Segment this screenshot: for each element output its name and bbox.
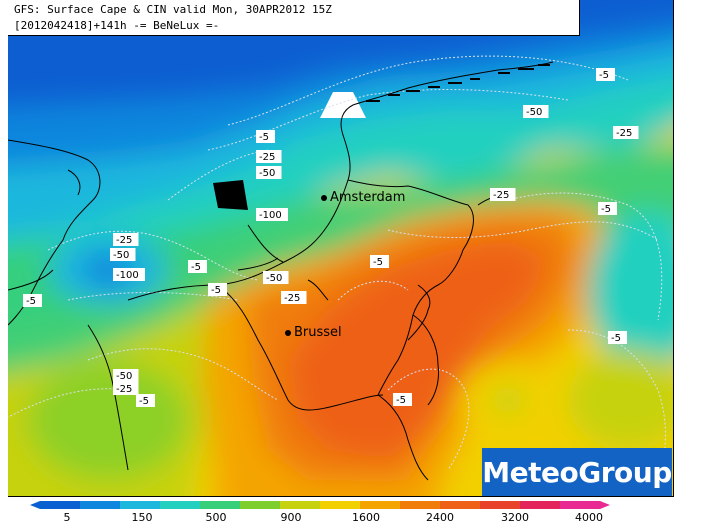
legend-tick-label: 500	[205, 511, 227, 524]
legend-tick-label: 5	[63, 511, 71, 524]
logo-text: MeteoGroup	[482, 455, 672, 489]
contour-label-bg	[23, 294, 42, 307]
legend-tick-label: 4000	[575, 511, 603, 524]
contour-label: -25	[616, 128, 632, 139]
contour-label: -5	[599, 70, 609, 81]
contour-label-bg	[188, 260, 207, 273]
contour-label: -25	[493, 190, 509, 201]
contour-label-bg	[113, 233, 139, 246]
contour-label: -5	[211, 285, 221, 296]
contour-label: -50	[113, 250, 129, 261]
contour-label-bg	[523, 105, 549, 118]
contour-label: -25	[259, 152, 275, 163]
contour-label: -5	[259, 132, 269, 143]
contour-label: -5	[139, 396, 149, 407]
contour-label-bg	[113, 382, 139, 395]
contour-label-bg	[256, 150, 282, 163]
legend-tick-label: 150	[131, 511, 153, 524]
legend-high-arrow	[600, 501, 610, 509]
contour-label: -100	[116, 270, 139, 281]
legend-tick-label: 2400	[426, 511, 454, 524]
cape-map[interactable]: -5 -50 -25 -5 -25 -5 -25 -50 -5 -100 -25 -50 -100 -5-…	[8, 0, 674, 497]
cape-field: -5-50-25-5-25-5-25-50-5-100-25-50-100-5-…	[8, 0, 673, 496]
legend-swatch	[160, 501, 201, 509]
contour-label-bg	[256, 130, 275, 143]
contour-label: -100	[259, 210, 282, 221]
contour-label-bg	[608, 331, 627, 344]
contour-label: -5	[601, 204, 611, 215]
city-label: Amsterdam	[330, 190, 406, 205]
contour-label: -50	[526, 107, 542, 118]
map-title: GFS: Surface Cape & CIN valid Mon, 30APR…	[14, 3, 332, 16]
contour-label-bg	[113, 268, 145, 281]
contour-label: -5	[191, 262, 201, 273]
legend-swatch	[80, 501, 121, 509]
legend-swatch	[120, 501, 161, 509]
legend-swatch	[400, 501, 441, 509]
legend-tick-label: 900	[280, 511, 302, 524]
contour-label-bg	[490, 188, 516, 201]
legend-swatch	[480, 501, 521, 509]
contour-label-bg	[256, 208, 288, 221]
contour-label: -5	[26, 296, 36, 307]
city-label: Brussel	[294, 325, 342, 340]
legend-swatch	[320, 501, 361, 509]
contour-label-bg	[136, 394, 155, 407]
legend-swatch	[280, 501, 321, 509]
contour-label: -5	[611, 333, 621, 344]
legend-color-bar	[30, 501, 610, 509]
contour-label-bg	[110, 248, 136, 261]
contour-label-bg	[393, 393, 412, 406]
contour-label-bg	[263, 271, 289, 284]
legend-swatch	[40, 501, 81, 509]
contour-label: -5	[396, 395, 406, 406]
contour-label: -25	[284, 293, 300, 304]
contour-label-bg	[370, 255, 389, 268]
contour-label-bg	[256, 166, 282, 179]
contour-label: -50	[266, 273, 282, 284]
city-brussel[interactable]: Brussel	[285, 325, 342, 340]
contour-label-bg	[598, 202, 617, 215]
city-amsterdam[interactable]: Amsterdam	[321, 190, 405, 205]
contour-label: -25	[116, 235, 132, 246]
missing-data-patch	[320, 92, 366, 118]
contour-label: -50	[259, 168, 275, 179]
legend-swatch	[440, 501, 481, 509]
meteogroup-logo: MeteoGroup	[482, 448, 672, 496]
legend-swatch	[240, 501, 281, 509]
contour-label: -5	[373, 257, 383, 268]
contour-label-bg	[596, 68, 615, 81]
missing-data-patch	[213, 180, 248, 210]
contour-label: -25	[116, 384, 132, 395]
legend-tick-label: 1600	[352, 511, 380, 524]
contour-label: -50	[116, 371, 132, 382]
color-scale-legend: 5 150 500 900 1600 2400 3200 4000	[0, 497, 725, 526]
map-title-box: GFS: Surface Cape & CIN valid Mon, 30APR…	[8, 0, 580, 36]
legend-swatch	[360, 501, 401, 509]
contour-label-bg	[281, 291, 307, 304]
city-marker-icon	[285, 329, 291, 336]
map-subtitle: [2012042418]+141h -= BeNeLux =-	[14, 19, 220, 32]
contour-label-bg	[613, 126, 639, 139]
contour-label-bg	[208, 283, 227, 296]
legend-swatch	[560, 501, 601, 509]
frisian-islands	[366, 64, 550, 102]
legend-swatch	[200, 501, 241, 509]
legend-tick-label: 3200	[501, 511, 529, 524]
contour-labels: -5-50-25-5-25-5-25-50-5-100-25-50-100-5-…	[23, 68, 639, 407]
contour-label-bg	[113, 369, 139, 382]
city-marker-icon	[321, 194, 327, 201]
legend-low-arrow	[30, 501, 40, 509]
legend-swatch	[520, 501, 561, 509]
